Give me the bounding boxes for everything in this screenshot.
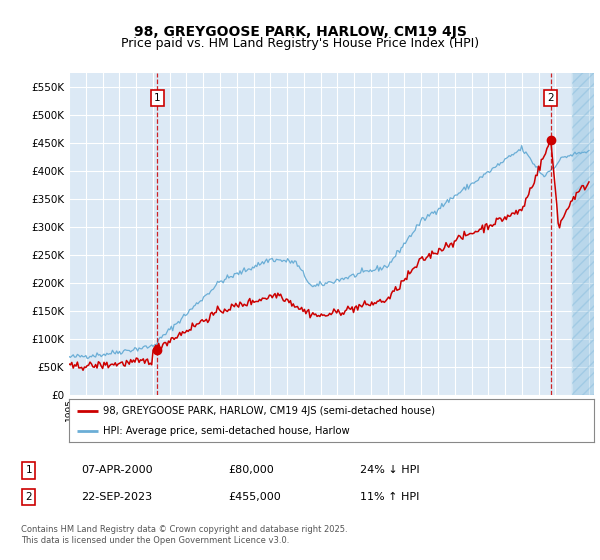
Text: 07-APR-2000: 07-APR-2000 (81, 465, 152, 475)
Text: Price paid vs. HM Land Registry's House Price Index (HPI): Price paid vs. HM Land Registry's House … (121, 37, 479, 50)
Text: 11% ↑ HPI: 11% ↑ HPI (360, 492, 419, 502)
Text: Contains HM Land Registry data © Crown copyright and database right 2025.
This d: Contains HM Land Registry data © Crown c… (21, 525, 347, 545)
Text: 98, GREYGOOSE PARK, HARLOW, CM19 4JS (semi-detached house): 98, GREYGOOSE PARK, HARLOW, CM19 4JS (se… (103, 405, 435, 416)
Text: 2: 2 (25, 492, 32, 502)
Text: 24% ↓ HPI: 24% ↓ HPI (360, 465, 419, 475)
Text: 1: 1 (154, 93, 161, 103)
Text: 2: 2 (547, 93, 554, 103)
Text: 1: 1 (25, 465, 32, 475)
Text: £455,000: £455,000 (228, 492, 281, 502)
Text: HPI: Average price, semi-detached house, Harlow: HPI: Average price, semi-detached house,… (103, 426, 350, 436)
Text: 98, GREYGOOSE PARK, HARLOW, CM19 4JS: 98, GREYGOOSE PARK, HARLOW, CM19 4JS (134, 26, 466, 39)
Text: £80,000: £80,000 (228, 465, 274, 475)
Bar (572, 73, 598, 395)
Text: 22-SEP-2023: 22-SEP-2023 (81, 492, 152, 502)
